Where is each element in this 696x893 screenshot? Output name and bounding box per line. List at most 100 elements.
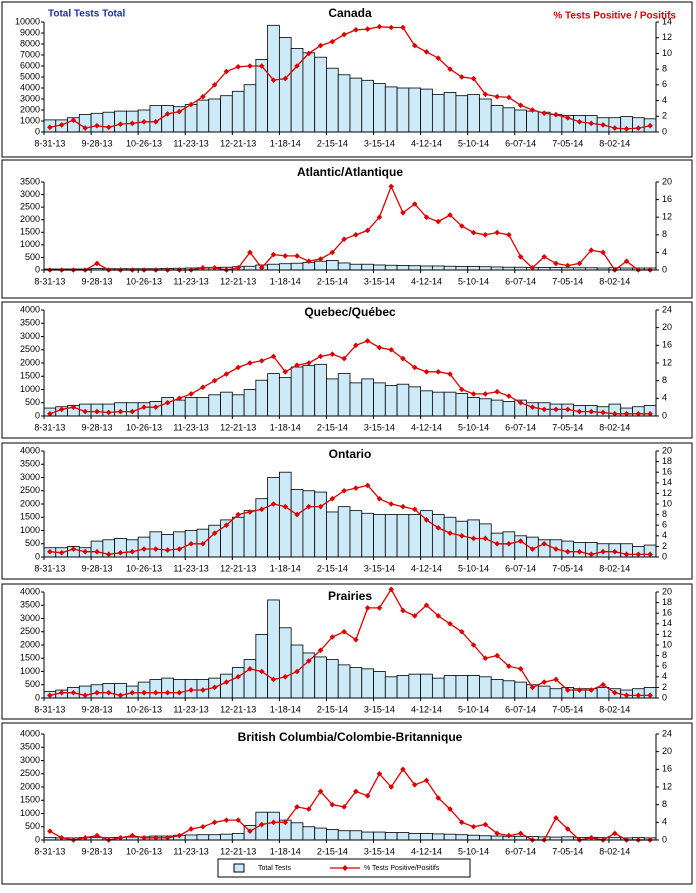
bar [537, 685, 551, 699]
marker [176, 546, 183, 552]
marker [153, 546, 159, 552]
marker [282, 369, 289, 375]
bar [502, 401, 516, 417]
y-tick-label: 1500 [20, 795, 40, 805]
marker [341, 236, 347, 242]
bar [231, 667, 245, 699]
y-tick-label: 500 [25, 538, 40, 548]
marker [564, 687, 571, 693]
y-tick-label: 3000 [20, 613, 40, 623]
x-tick-label: 12-21-13 [220, 422, 256, 432]
marker [141, 404, 147, 410]
marker [117, 549, 124, 556]
marker [517, 666, 524, 672]
marker [188, 391, 194, 397]
y2-tick-label: 0 [662, 834, 667, 844]
bar [208, 394, 221, 417]
marker [623, 692, 630, 699]
y2-tick-label: 12 [662, 781, 672, 791]
x-tick-label: 5-10-14 [458, 422, 489, 432]
right-axis-label: % Tests Positive / Positifs [553, 11, 676, 22]
x-tick-label: 4-12-14 [411, 846, 442, 856]
marker [470, 229, 477, 236]
x-tick-label: 1-18-14 [270, 422, 301, 432]
chart-title: Ontario [329, 447, 372, 461]
x-tick-label: 7-05-14 [552, 846, 583, 856]
bar [220, 833, 233, 841]
bar [349, 77, 363, 133]
marker [600, 122, 606, 128]
marker [105, 689, 112, 696]
bar [302, 490, 316, 558]
marker [435, 218, 442, 225]
bar [361, 512, 374, 558]
panel-border [1, 442, 693, 580]
bar [467, 675, 480, 699]
marker [282, 674, 289, 680]
marker [482, 655, 489, 662]
bar [408, 265, 422, 271]
marker [576, 118, 583, 125]
bar [443, 92, 457, 133]
bar [349, 667, 363, 699]
marker [553, 406, 559, 413]
marker [506, 832, 512, 839]
x-tick-label: 8-31-13 [34, 563, 65, 573]
x-tick-label: 12-21-13 [220, 563, 256, 573]
marker [459, 386, 465, 393]
bar [361, 79, 374, 133]
marker [364, 338, 371, 344]
x-tick-label: 7-05-14 [552, 138, 583, 148]
marker [70, 117, 77, 124]
marker [329, 801, 336, 808]
bar [302, 52, 316, 133]
bar [443, 391, 457, 417]
y-tick-label: 0 [35, 692, 40, 702]
bar [467, 397, 480, 417]
x-tick-label: 11-23-13 [173, 138, 208, 148]
marker [164, 689, 171, 696]
marker [600, 409, 606, 416]
marker [612, 689, 618, 696]
marker [482, 391, 489, 397]
bar [373, 83, 386, 133]
bar [373, 514, 386, 558]
marker [588, 120, 595, 127]
x-tick-label: 7-05-14 [552, 563, 583, 573]
marker [176, 832, 183, 839]
y-tick-label: 4000 [20, 445, 40, 455]
marker [423, 777, 430, 784]
x-tick-label: 6-07-14 [505, 846, 536, 856]
marker [353, 27, 359, 33]
legend-label: % Tests Positive/Positifs [364, 865, 440, 872]
marker [82, 125, 88, 131]
bar [231, 516, 245, 558]
marker [647, 692, 653, 699]
bar [231, 90, 245, 133]
bar [490, 679, 504, 699]
marker [623, 126, 630, 132]
marker [494, 93, 500, 100]
bar [243, 84, 257, 133]
marker [400, 355, 406, 362]
x-tick-label: 9-28-13 [81, 138, 112, 148]
marker [423, 49, 430, 55]
y-tick-label: 4000 [20, 586, 40, 596]
marker [211, 819, 218, 826]
bar [314, 363, 327, 417]
marker [376, 344, 383, 351]
bar [314, 491, 327, 558]
y2-tick-label: 18 [662, 597, 672, 607]
bar [255, 379, 269, 417]
x-tick-label: 4-12-14 [411, 276, 442, 286]
y2-tick-label: 16 [662, 467, 672, 477]
marker [517, 399, 524, 406]
marker [447, 806, 453, 812]
bar [149, 531, 163, 558]
marker [388, 24, 394, 31]
y-tick-label: 2000 [20, 498, 40, 508]
bar [455, 95, 469, 133]
marker [635, 692, 642, 699]
marker [211, 530, 218, 536]
bar [314, 260, 327, 271]
